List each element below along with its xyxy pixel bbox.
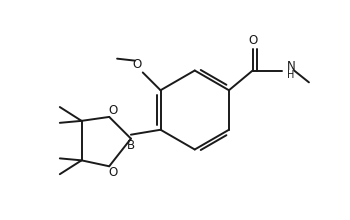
Text: H: H [287,70,295,81]
Text: O: O [132,58,141,71]
Text: O: O [248,34,257,47]
Text: O: O [108,104,118,117]
Text: N: N [287,60,296,73]
Text: O: O [108,166,118,179]
Text: B: B [127,139,135,152]
